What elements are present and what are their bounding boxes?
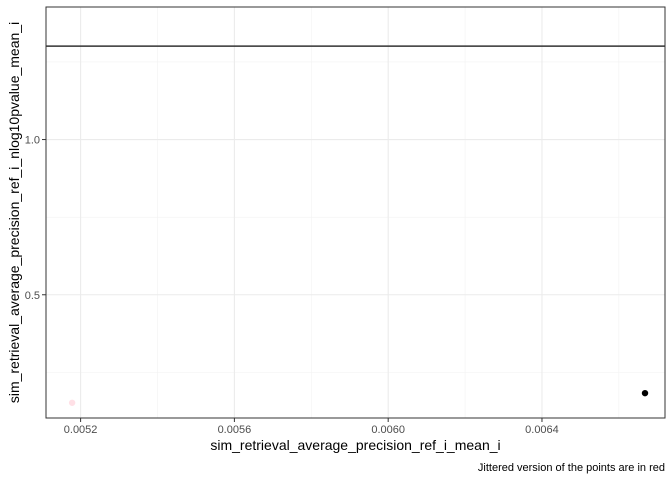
- jittered-point: [68, 399, 76, 406]
- plot-panel-background: [46, 7, 665, 418]
- x-tick-label: 0.0056: [218, 424, 252, 436]
- x-axis-title: sim_retrieval_average_precision_ref_i_me…: [210, 437, 500, 453]
- x-tick-label: 0.0060: [371, 424, 405, 436]
- plot-panel-border: [45, 6, 666, 419]
- y-axis-ticks: 0.5 1.0: [25, 135, 46, 302]
- y-axis-title: sim_retrieval_average_precision_ref_i_nl…: [6, 22, 22, 403]
- points-layer: [68, 389, 649, 406]
- major-grid: [46, 7, 665, 418]
- y-tick-label: 1.0: [25, 135, 40, 147]
- y-tick-label: 0.5: [25, 290, 40, 302]
- minor-grid: [46, 7, 665, 418]
- data-point: [641, 389, 649, 397]
- x-tick-label: 0.0052: [64, 424, 98, 436]
- x-axis-ticks: 0.0052 0.0056 0.0060 0.0064: [64, 418, 559, 436]
- chart-caption: Jittered version of the points are in re…: [478, 462, 665, 474]
- x-tick-label: 0.0064: [525, 424, 559, 436]
